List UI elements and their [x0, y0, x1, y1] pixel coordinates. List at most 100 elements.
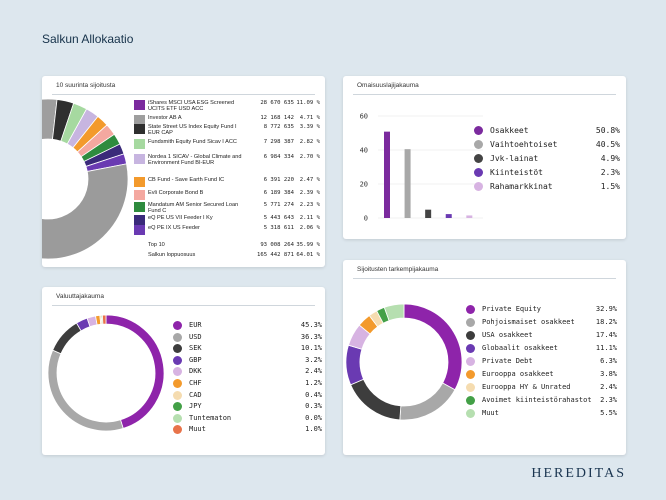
- fund-value: 5 771 274: [263, 202, 294, 208]
- fund-pct: 4.71 %: [299, 115, 320, 121]
- legend-label: JPY: [189, 402, 202, 411]
- legend-label: Tuntematon: [189, 413, 232, 422]
- legend-label: GBP: [189, 355, 202, 364]
- fund-value: 28 670 635: [260, 100, 294, 106]
- legend-label: CHF: [189, 379, 202, 387]
- legend-dot: [173, 355, 182, 365]
- color-swatch: [134, 215, 145, 225]
- legend-label: SEK: [189, 344, 202, 353]
- slice-globaalit-osakkeet: [345, 344, 365, 386]
- currency-donut-chart: [47, 314, 165, 432]
- fund-pct: 3.39 %: [299, 124, 320, 130]
- color-swatch: [134, 177, 145, 187]
- legend-dot: [466, 357, 475, 366]
- legend-dot: [173, 413, 182, 423]
- slice-rest: [42, 163, 129, 260]
- fund-pct: 2.06 %: [299, 225, 320, 231]
- legend-label: CAD: [189, 390, 202, 399]
- total-label: Top 10: [148, 242, 165, 248]
- slice-private-equity: [403, 303, 463, 391]
- legend-pct: 10.1%: [300, 344, 322, 353]
- legend-pct: 2.3%: [600, 168, 620, 177]
- rest-label: Salkun loppuosuus: [148, 252, 196, 258]
- legend-label: Avoimet kiinteistörahastot: [482, 396, 592, 404]
- legend-pct: 3.2%: [305, 355, 322, 364]
- legend-pct: 4.9%: [600, 154, 620, 163]
- fund-name: Nordea 1 SICAV - Global Climate and Envi…: [148, 154, 242, 167]
- fund-value: 6 391 220: [263, 177, 294, 183]
- legend-pct: 0.4%: [305, 390, 322, 399]
- fund-name: Investor AB A: [148, 115, 182, 121]
- legend-label: Eurooppa HY & Unrated: [482, 383, 571, 391]
- legend-pct: 0.0%: [305, 413, 322, 422]
- fund-pct: 2.47 %: [299, 177, 320, 183]
- legend-label: Muut: [482, 409, 499, 417]
- bar-kiinteist-t: [445, 214, 452, 218]
- slice-sek: [52, 322, 82, 355]
- legend-pct: 2.4%: [600, 383, 617, 391]
- legend-dot: [173, 344, 182, 354]
- fund-name: iShares MSCI USA ESG Screened UCITS ETF …: [148, 100, 235, 113]
- legend-label: EUR: [189, 321, 202, 329]
- top10-title: 10 suurinta sijoitusta: [56, 82, 116, 89]
- legend-label: Globaalit osakkeet: [482, 344, 558, 352]
- fund-name: Mandatum AM Senior Secured Loan Fund C: [148, 202, 239, 215]
- legend-label: Jvk-lainat: [490, 154, 539, 163]
- legend-label: Vaihtoehtoiset: [490, 140, 558, 149]
- divider: [353, 278, 616, 279]
- divider: [52, 94, 315, 95]
- legend-label: Private Equity: [482, 305, 542, 313]
- legend-label: Eurooppa osakkeet: [482, 370, 554, 378]
- legend-pct: 1.2%: [305, 379, 322, 387]
- fund-pct: 2.70 %: [299, 154, 320, 160]
- legend-dot: [173, 402, 182, 412]
- legend-dot: [474, 140, 483, 149]
- page-title: Salkun Allokaatio: [42, 32, 134, 46]
- legend-dot: [466, 331, 475, 340]
- fund-value: 8 772 635: [263, 124, 294, 130]
- top10-card: 10 suurinta sijoitusta iShares MSCI USA …: [42, 76, 325, 267]
- legend-label: USD: [189, 332, 202, 341]
- legend-dot: [173, 390, 182, 400]
- legend-dot: [466, 383, 475, 392]
- legend-dot: [466, 318, 475, 327]
- y-tick-label: 40: [360, 147, 368, 155]
- slice-usd: [47, 349, 124, 432]
- legend-dot: [173, 332, 182, 342]
- divider: [52, 305, 315, 306]
- y-tick-label: 60: [360, 113, 368, 121]
- fund-name: eQ PE IX US Feeder: [148, 225, 200, 231]
- color-swatch: [134, 225, 145, 235]
- legend-dot: [466, 305, 475, 314]
- color-swatch: [134, 154, 145, 164]
- fund-value: 7 298 387: [263, 139, 294, 145]
- legend-pct: 3.8%: [600, 370, 617, 378]
- color-swatch: [134, 139, 145, 149]
- legend-dot: [474, 154, 483, 163]
- rest-value: 165 442 871: [256, 252, 294, 258]
- fund-name: Evli Corporate Bond B: [148, 190, 204, 196]
- total-value: 93 008 264: [260, 242, 294, 248]
- fund-value: 5 443 643: [263, 215, 294, 221]
- legend-dot: [173, 367, 182, 377]
- rest-pct: 64.01 %: [296, 252, 320, 258]
- legend-dot: [173, 425, 182, 435]
- legend-dot: [173, 379, 182, 388]
- legend-pct: 11.1%: [595, 344, 617, 352]
- fund-pct: 2.82 %: [299, 139, 320, 145]
- currency-title: Valuuttajakauma: [56, 293, 104, 300]
- slice-muut: [101, 314, 107, 325]
- fund-name: State Street US Index Equity Fund I EUR …: [148, 124, 237, 137]
- legend-pct: 6.3%: [600, 357, 617, 365]
- fund-pct: 2.39 %: [299, 190, 320, 196]
- asset-bar-chart: 0 20 40 60: [360, 113, 483, 223]
- legend-label: USA osakkeet: [482, 331, 533, 339]
- legend-label: Private Debt: [482, 357, 533, 365]
- legend-dot: [466, 396, 475, 405]
- top10-donut-chart: [42, 98, 129, 260]
- legend-pct: 36.3%: [300, 332, 322, 341]
- legend-dot: [466, 409, 475, 418]
- color-swatch: [134, 190, 145, 200]
- legend-pct: 45.3%: [300, 321, 322, 329]
- legend-dot: [173, 321, 182, 330]
